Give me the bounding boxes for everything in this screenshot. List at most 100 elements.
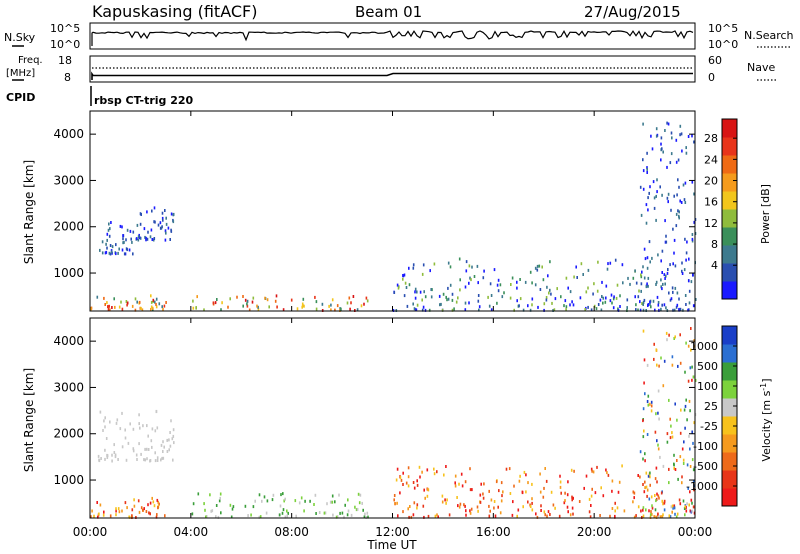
data-cell: [687, 135, 690, 138]
data-cell: [191, 512, 194, 516]
data-cell: [686, 240, 688, 244]
data-cell: [106, 232, 109, 236]
data-cell: [501, 494, 503, 498]
data-cell: [408, 515, 410, 519]
data-cell: [684, 505, 686, 509]
data-cell: [596, 289, 599, 293]
data-cell: [149, 501, 152, 505]
data-cell: [660, 356, 662, 360]
data-cell: [498, 489, 500, 493]
data-cell: [552, 503, 555, 507]
data-cell: [314, 493, 317, 497]
data-cell: [500, 499, 503, 503]
data-cell: [644, 392, 646, 396]
data-cell: [518, 479, 521, 483]
data-cell: [156, 426, 159, 430]
data-cell: [279, 504, 282, 508]
data-cell: [660, 259, 662, 263]
data-cell: [121, 225, 123, 229]
data-cell: [114, 455, 117, 459]
data-cell: [366, 511, 369, 515]
data-cell: [692, 479, 695, 483]
data-cell: [650, 134, 652, 138]
data-cell: [424, 295, 427, 299]
data-cell: [653, 357, 655, 361]
colorbar-segment: [722, 470, 737, 489]
data-cell: [482, 276, 485, 280]
data-cell: [657, 443, 659, 447]
data-cell: [135, 237, 138, 241]
data-cell: [658, 308, 660, 312]
data-cell: [678, 297, 680, 301]
data-cell: [655, 194, 657, 198]
data-cell: [469, 467, 471, 471]
data-cell: [671, 355, 674, 359]
data-cell: [666, 271, 669, 275]
data-cell: [168, 448, 170, 452]
data-cell: [192, 306, 195, 310]
data-cell: [441, 500, 444, 504]
data-cell: [605, 284, 608, 288]
data-cell: [453, 307, 455, 311]
data-cell: [689, 509, 692, 513]
cpid-text: rbsp CT-trig 220: [94, 94, 194, 107]
data-cell: [634, 269, 636, 273]
data-cell: [693, 140, 695, 144]
data-cell: [221, 301, 223, 305]
data-cell: [519, 278, 521, 281]
data-cell: [465, 509, 467, 513]
data-cell: [519, 297, 522, 301]
data-cell: [476, 264, 479, 268]
data-cell: [244, 504, 247, 508]
data-cell: [667, 122, 670, 126]
data-cell: [595, 307, 598, 311]
data-cell: [103, 510, 105, 514]
power-ylabel: Slant Range [km]: [22, 160, 36, 264]
data-cell: [649, 483, 651, 487]
data-cell: [447, 286, 449, 290]
data-cell: [689, 409, 691, 413]
data-cell: [648, 509, 650, 513]
nsky-trace: [91, 29, 694, 46]
data-cell: [663, 359, 666, 363]
data-cell: [101, 251, 104, 255]
data-cell: [416, 506, 418, 510]
freq-tick-top-right: 60: [708, 54, 722, 67]
data-cell: [666, 196, 669, 200]
data-cell: [597, 303, 600, 306]
data-cell: [673, 238, 676, 242]
data-cell: [543, 302, 546, 306]
data-cell: [640, 509, 642, 513]
data-cell: [691, 134, 693, 138]
data-cell: [564, 499, 566, 503]
data-cell: [477, 509, 479, 513]
data-cell: [330, 303, 332, 307]
data-cell: [688, 434, 690, 438]
data-cell: [692, 441, 694, 445]
data-cell: [496, 301, 498, 305]
data-cell: [436, 470, 438, 474]
data-cell: [107, 305, 109, 309]
data-cell: [90, 307, 92, 311]
data-cell: [111, 453, 113, 457]
data-cell: [642, 300, 645, 304]
data-cell: [644, 486, 646, 490]
data-cell: [642, 308, 645, 312]
data-cell: [669, 515, 672, 519]
nsky-label: N.Sky: [4, 31, 36, 44]
data-cell: [692, 273, 694, 277]
data-cell: [673, 308, 676, 312]
data-cell: [172, 434, 175, 438]
data-cell: [464, 301, 467, 305]
colorbar-tick-label: 12: [704, 217, 718, 230]
data-cell: [171, 437, 174, 441]
data-cell: [642, 303, 644, 306]
data-cell: [665, 306, 667, 310]
data-cell: [645, 471, 648, 475]
data-cell: [674, 402, 676, 406]
data-cell: [396, 283, 399, 287]
data-cell: [414, 308, 417, 312]
data-cell: [651, 256, 653, 260]
data-cell: [242, 304, 244, 308]
colorbar-segment: [722, 416, 737, 435]
